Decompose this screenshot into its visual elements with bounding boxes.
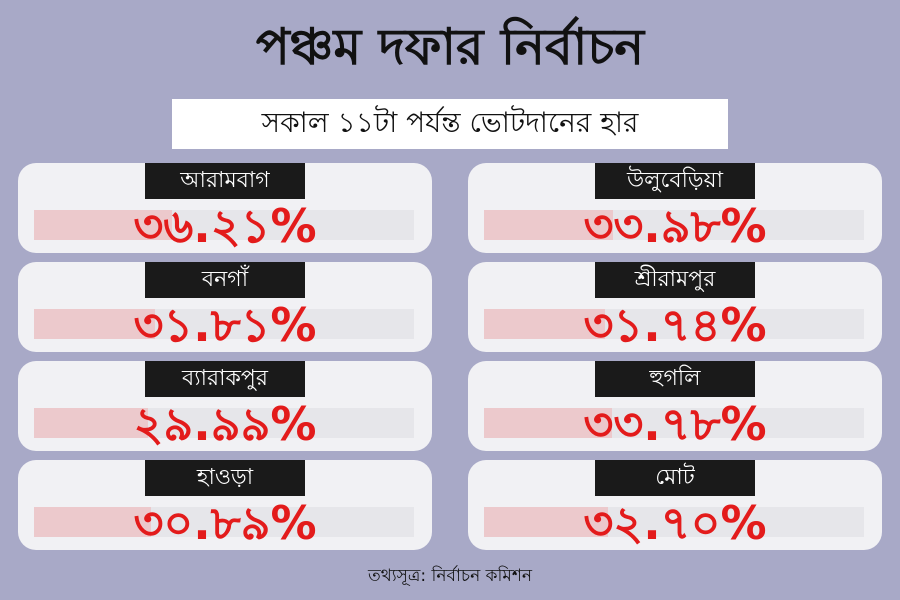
turnout-value: ৩১.৭৪% [583,298,767,352]
progress-fill [484,408,613,438]
turnout-value: ৩৩.৯৮% [583,199,767,253]
progress-track [484,507,864,537]
turnout-value: ৩৩.৭৮% [583,397,767,451]
card-arambagh: আরামবাগ ৩৬.২১% [18,163,432,253]
progress-track [484,210,864,240]
subtitle-banner: সকাল ১১টা পর্যন্ত ভোটদানের হার [172,99,728,149]
turnout-value: ৩১.৮১% [133,298,317,352]
card-total: মোট ৩২.৭০% [468,460,882,550]
progress-track [34,210,414,240]
progress-fill [484,309,605,339]
progress-fill [484,507,609,537]
constituency-label: হাওড়া [145,460,305,496]
turnout-value: ৩২.৭০% [583,496,767,550]
progress-track [34,309,414,339]
progress-fill [34,408,148,438]
progress-fill [34,210,172,240]
constituency-label: শ্রীরামপুর [595,262,755,298]
constituency-label: আরামবাগ [145,163,305,199]
constituency-label: উলুবেড়িয়া [595,163,755,199]
progress-fill [34,507,152,537]
constituency-label: ব্যারাকপুর [145,361,305,397]
progress-track [34,408,414,438]
progress-track [484,309,864,339]
page-title: পঞ্চম দফার নির্বাচন [255,18,645,76]
card-bongaon: বনগাঁ ৩১.৮১% [18,262,432,352]
progress-fill [484,210,614,240]
turnout-value: ৩৬.২১% [133,199,317,253]
turnout-value: ২৯.৯৯% [133,397,317,451]
constituency-label: মোট [595,460,755,496]
progress-track [484,408,864,438]
card-hooghly: হুগলি ৩৩.৭৮% [468,361,882,451]
progress-track [34,507,414,537]
constituency-label: হুগলি [595,361,755,397]
progress-fill [34,309,155,339]
card-barrackpore: ব্যারাকপুর ২৯.৯৯% [18,361,432,451]
source-credit: তথ্যসূত্র: নির্বাচন কমিশন [367,566,533,586]
card-howrah: হাওড়া ৩০.৮৯% [18,460,432,550]
subtitle-text: সকাল ১১টা পর্যন্ত ভোটদানের হার [261,105,639,139]
card-uluberia: উলুবেড়িয়া ৩৩.৯৮% [468,163,882,253]
card-serampore: শ্রীরামপুর ৩১.৭৪% [468,262,882,352]
turnout-value: ৩০.৮৯% [133,496,317,550]
constituency-label: বনগাঁ [145,262,305,298]
